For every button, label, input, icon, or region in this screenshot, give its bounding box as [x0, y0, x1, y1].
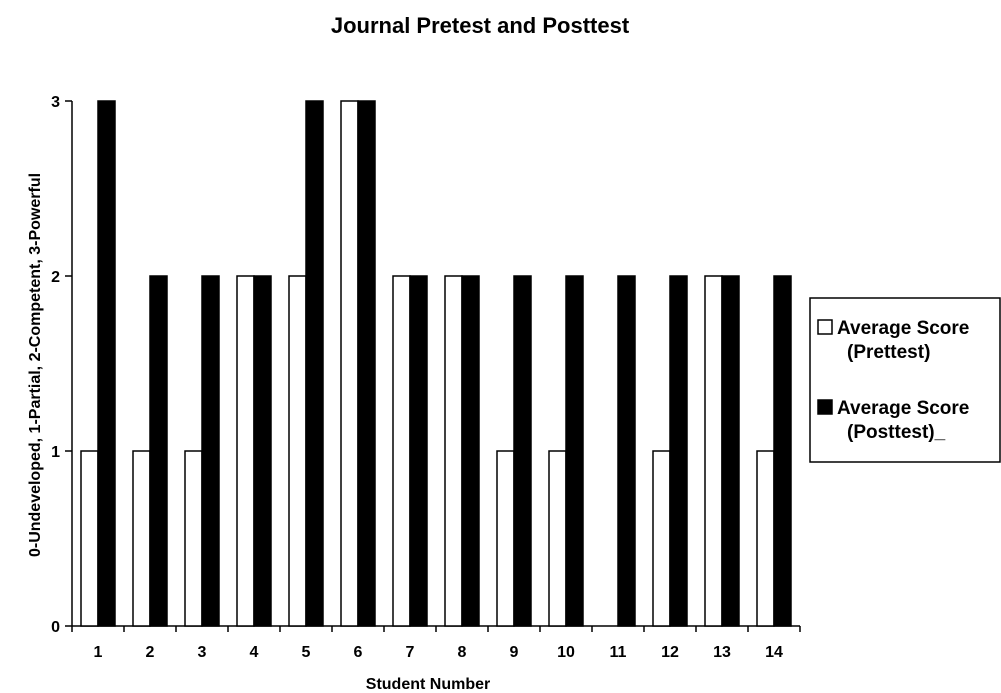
y-tick-label: 3	[51, 94, 60, 111]
bar-posttest	[669, 275, 688, 627]
bar-pretest	[496, 450, 515, 627]
bar-pretest	[392, 275, 411, 627]
bar-posttest	[513, 275, 532, 627]
legend-label: Average Score	[837, 318, 969, 339]
x-tick-label: 8	[458, 644, 467, 661]
bar-posttest	[305, 100, 324, 627]
bar-posttest	[149, 275, 168, 627]
legend-label: Average Score	[837, 398, 969, 419]
x-tick-label: 5	[302, 644, 311, 661]
bar-pretest	[236, 275, 255, 627]
y-axis-label: 0-Undeveloped, 1-Partial, 2-Competent, 3…	[27, 173, 44, 557]
bar-pretest	[652, 450, 671, 627]
bar-posttest	[617, 275, 636, 627]
bar-pretest	[132, 450, 151, 627]
bar-pretest	[80, 450, 99, 627]
y-tick-label: 2	[51, 269, 60, 286]
bar-pretest	[704, 275, 723, 627]
legend-box	[809, 297, 1001, 463]
legend-label: (Prettest)	[847, 342, 930, 363]
x-tick-label: 6	[354, 644, 363, 661]
bar-posttest	[565, 275, 584, 627]
chart-title: Journal Pretest and Posttest	[331, 13, 630, 38]
x-tick-label: 4	[250, 644, 259, 661]
bar-posttest	[97, 100, 116, 627]
bar-posttest	[721, 275, 740, 627]
bar-pretest	[444, 275, 463, 627]
x-tick-label: 13	[713, 644, 731, 661]
y-tick-label: 0	[51, 619, 60, 636]
bar-posttest	[253, 275, 272, 627]
x-tick-label: 9	[510, 644, 519, 661]
y-tick-label: 1	[51, 444, 60, 461]
x-axis-label: Student Number	[366, 676, 490, 693]
bar-pretest	[184, 450, 203, 627]
bar-posttest	[409, 275, 428, 627]
bar-posttest	[201, 275, 220, 627]
bar-pretest	[340, 100, 359, 627]
bar-pretest	[288, 275, 307, 627]
legend: Average Score (Prettest) Average Score (Pos…	[809, 297, 1001, 463]
bar-pretest	[548, 450, 567, 627]
bar-pretest	[756, 450, 775, 627]
bar-posttest	[461, 275, 480, 627]
legend-swatch	[817, 399, 833, 415]
x-tick-label: 11	[610, 644, 627, 661]
x-tick-label: 3	[198, 644, 207, 661]
x-tick-label: 1	[94, 644, 103, 661]
x-tick-label: 2	[146, 644, 155, 661]
legend-swatch	[817, 319, 833, 335]
x-tick-label: 10	[557, 644, 575, 661]
bar-posttest	[773, 275, 792, 627]
x-tick-label: 12	[661, 644, 679, 661]
bar-posttest	[357, 100, 376, 627]
legend-label: (Posttest)_	[847, 422, 946, 443]
x-tick-label: 7	[406, 644, 415, 661]
x-tick-label: 14	[765, 644, 783, 661]
